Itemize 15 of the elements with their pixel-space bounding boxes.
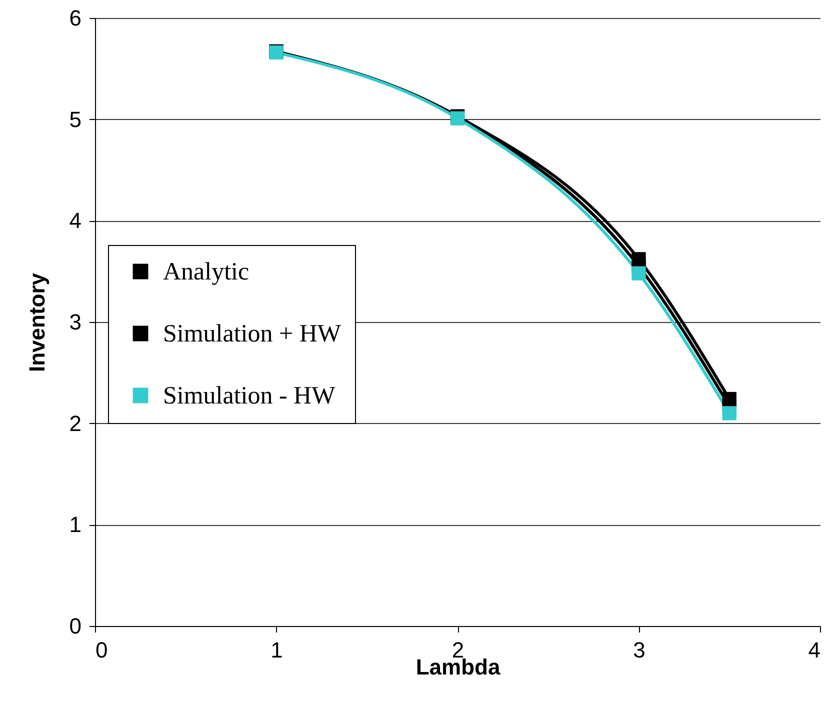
- y-tick-label: 2: [69, 410, 82, 436]
- y-tick-label: 0: [69, 614, 82, 638]
- y-tick-label: 4: [69, 208, 82, 234]
- y-tick-label: 3: [69, 310, 82, 334]
- y-axis-title: Inventory: [24, 272, 50, 372]
- legend-label: Simulation - HW: [163, 382, 336, 410]
- x-tick-label: 3: [633, 638, 646, 662]
- y-tick-label: 6: [69, 6, 82, 30]
- y-tick-label: 5: [69, 106, 82, 132]
- x-tick-label: 0: [96, 638, 108, 662]
- legend-label: Simulation + HW: [163, 320, 342, 348]
- x-tick-label: 1: [270, 638, 283, 662]
- x-tick-label: 4: [808, 638, 820, 662]
- y-tick-label: 1: [69, 512, 82, 538]
- legend-label: Analytic: [163, 258, 250, 286]
